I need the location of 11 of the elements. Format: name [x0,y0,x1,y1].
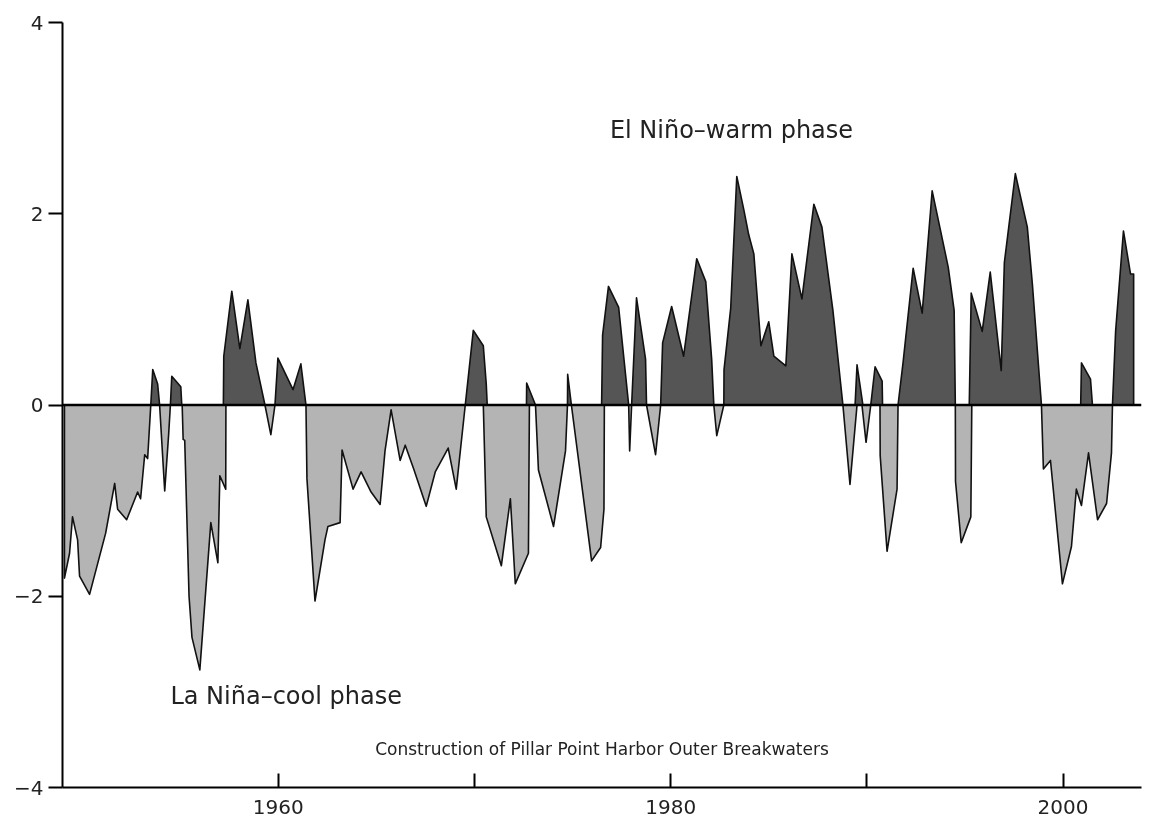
annotation: Construction of Pillar Point Harbor Outer Breakwaters [375,739,829,760]
y-tick-label: −4 [14,775,44,800]
y-tick-label: 4 [30,10,44,35]
x-tick-label: 1980 [645,794,697,819]
series-label: La Niña–cool phase [170,681,402,710]
y-tick-label: 2 [30,201,44,226]
y-tick-label: 0 [30,393,44,417]
series-label: El Niño–warm phase [609,115,854,144]
x-tick-label: 1960 [252,794,304,819]
x-tick-label: 2000 [1037,794,1089,819]
y-tick-label: −2 [14,584,44,609]
